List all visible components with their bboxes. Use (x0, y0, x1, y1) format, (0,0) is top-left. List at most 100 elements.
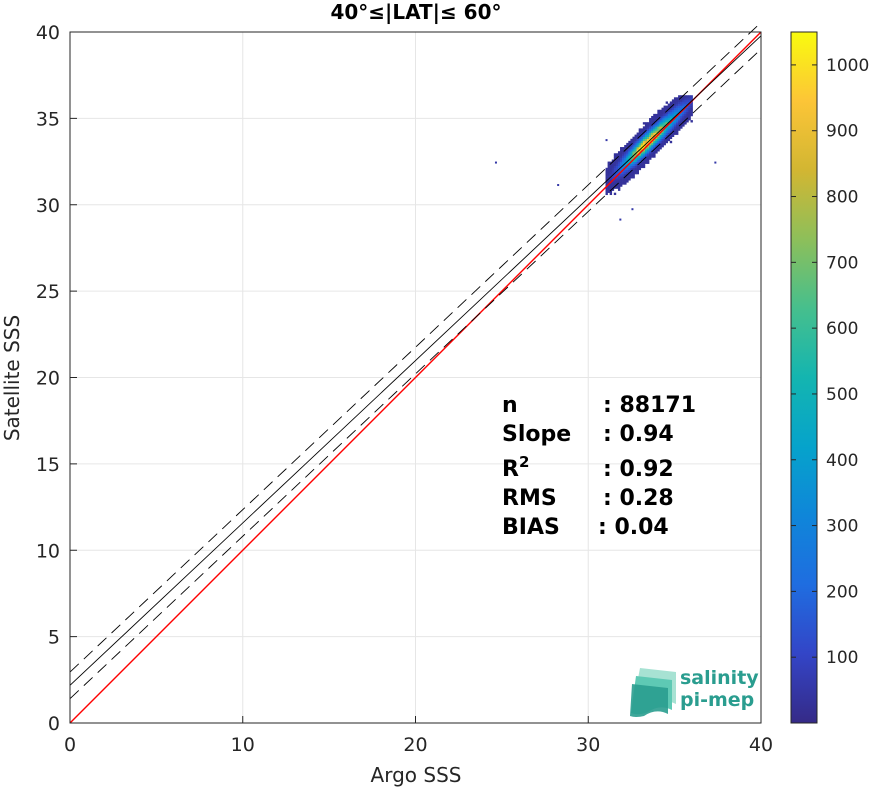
density-cell (640, 138, 644, 142)
colorbar-tick-label: 100 (826, 648, 858, 668)
density-cell (632, 165, 635, 169)
density-cell (624, 176, 627, 179)
density-cell (644, 161, 648, 164)
x-axis-label: Argo SSS (371, 763, 462, 787)
density-cell (620, 163, 623, 167)
density-cell (680, 107, 683, 111)
density-cell (684, 115, 687, 119)
density-cell (661, 140, 664, 144)
density-cell (663, 142, 666, 146)
density-cell (607, 190, 610, 193)
density-cell (663, 107, 666, 111)
density-cell (655, 118, 658, 121)
density-cell (646, 153, 650, 156)
density-cell (615, 163, 619, 167)
density-cell (684, 97, 687, 100)
density-cell (671, 111, 675, 115)
density-cell (605, 186, 608, 189)
density-cell (624, 151, 627, 154)
density-cell (622, 174, 625, 177)
density-cell (632, 167, 635, 171)
density-cell (646, 157, 650, 160)
density-cell (678, 122, 681, 125)
density-cell (638, 140, 642, 144)
density-cell (690, 109, 693, 113)
density-cell (638, 157, 642, 160)
x-tick-label: 40 (749, 734, 773, 756)
density-cell (646, 132, 650, 135)
density-cell (684, 111, 687, 115)
density-cell (651, 147, 654, 150)
density-cell (607, 186, 610, 189)
density-cell (636, 165, 639, 169)
density-cell (676, 128, 679, 131)
density-cell (607, 180, 610, 183)
density-cell (632, 163, 635, 167)
colorbar-tick-label: 700 (826, 253, 858, 273)
density-cell (661, 130, 664, 133)
density-cell (659, 115, 662, 119)
density-cell (617, 188, 621, 191)
density-cell (667, 103, 671, 106)
density-cell (630, 151, 633, 154)
density-cell (622, 155, 625, 158)
density-cell (620, 174, 623, 177)
density-cell (626, 165, 629, 169)
density-cell (667, 109, 671, 113)
density-cell (690, 120, 693, 123)
density-cell (624, 167, 627, 171)
density-cell (667, 118, 671, 121)
density-cell (624, 155, 627, 158)
density-cell (642, 128, 646, 131)
density-cell (665, 130, 669, 133)
density-cell (646, 149, 650, 152)
density-cell (678, 128, 681, 131)
density-cell (626, 157, 629, 160)
density-cell (655, 138, 658, 142)
density-cell (605, 192, 608, 196)
density-cell (653, 155, 656, 158)
density-cell (663, 124, 666, 127)
density-cell (636, 151, 639, 154)
density-cell (669, 115, 673, 119)
density-cell (669, 118, 673, 121)
density-cell (624, 157, 627, 160)
density-cell (649, 126, 652, 129)
density-cell (669, 113, 673, 117)
density-cell (682, 109, 685, 113)
density-cell (678, 109, 681, 113)
density-cell (609, 165, 613, 169)
density-cell (655, 122, 658, 125)
density-cell (624, 178, 627, 181)
density-cell (642, 138, 646, 142)
density-cell (620, 159, 623, 162)
density-cell (649, 144, 652, 148)
colorbar-tick-label: 300 (826, 517, 858, 537)
density-cell (659, 113, 662, 117)
outlier-point (619, 218, 622, 221)
density-cell (636, 159, 639, 162)
density-cell (667, 126, 671, 129)
density-cell (682, 111, 685, 115)
density-cell (630, 138, 633, 142)
density-cell (622, 171, 625, 175)
density-cell (673, 128, 677, 131)
y-tick-label: 30 (36, 195, 60, 217)
density-cell (632, 174, 635, 177)
density-cell (676, 118, 679, 121)
density-cell (649, 128, 652, 131)
density-cell (655, 151, 658, 154)
density-cell (613, 178, 617, 181)
density-cell (663, 132, 666, 135)
density-cell (688, 113, 691, 117)
density-cell (663, 136, 666, 140)
density-cell (684, 109, 687, 113)
density-cell (620, 151, 623, 154)
density-cell (640, 132, 644, 135)
density-cell (632, 149, 635, 152)
density-cell (667, 132, 671, 135)
density-cell (665, 113, 669, 117)
density-cell (626, 155, 629, 158)
density-cell (673, 111, 677, 115)
density-cell (620, 149, 623, 152)
